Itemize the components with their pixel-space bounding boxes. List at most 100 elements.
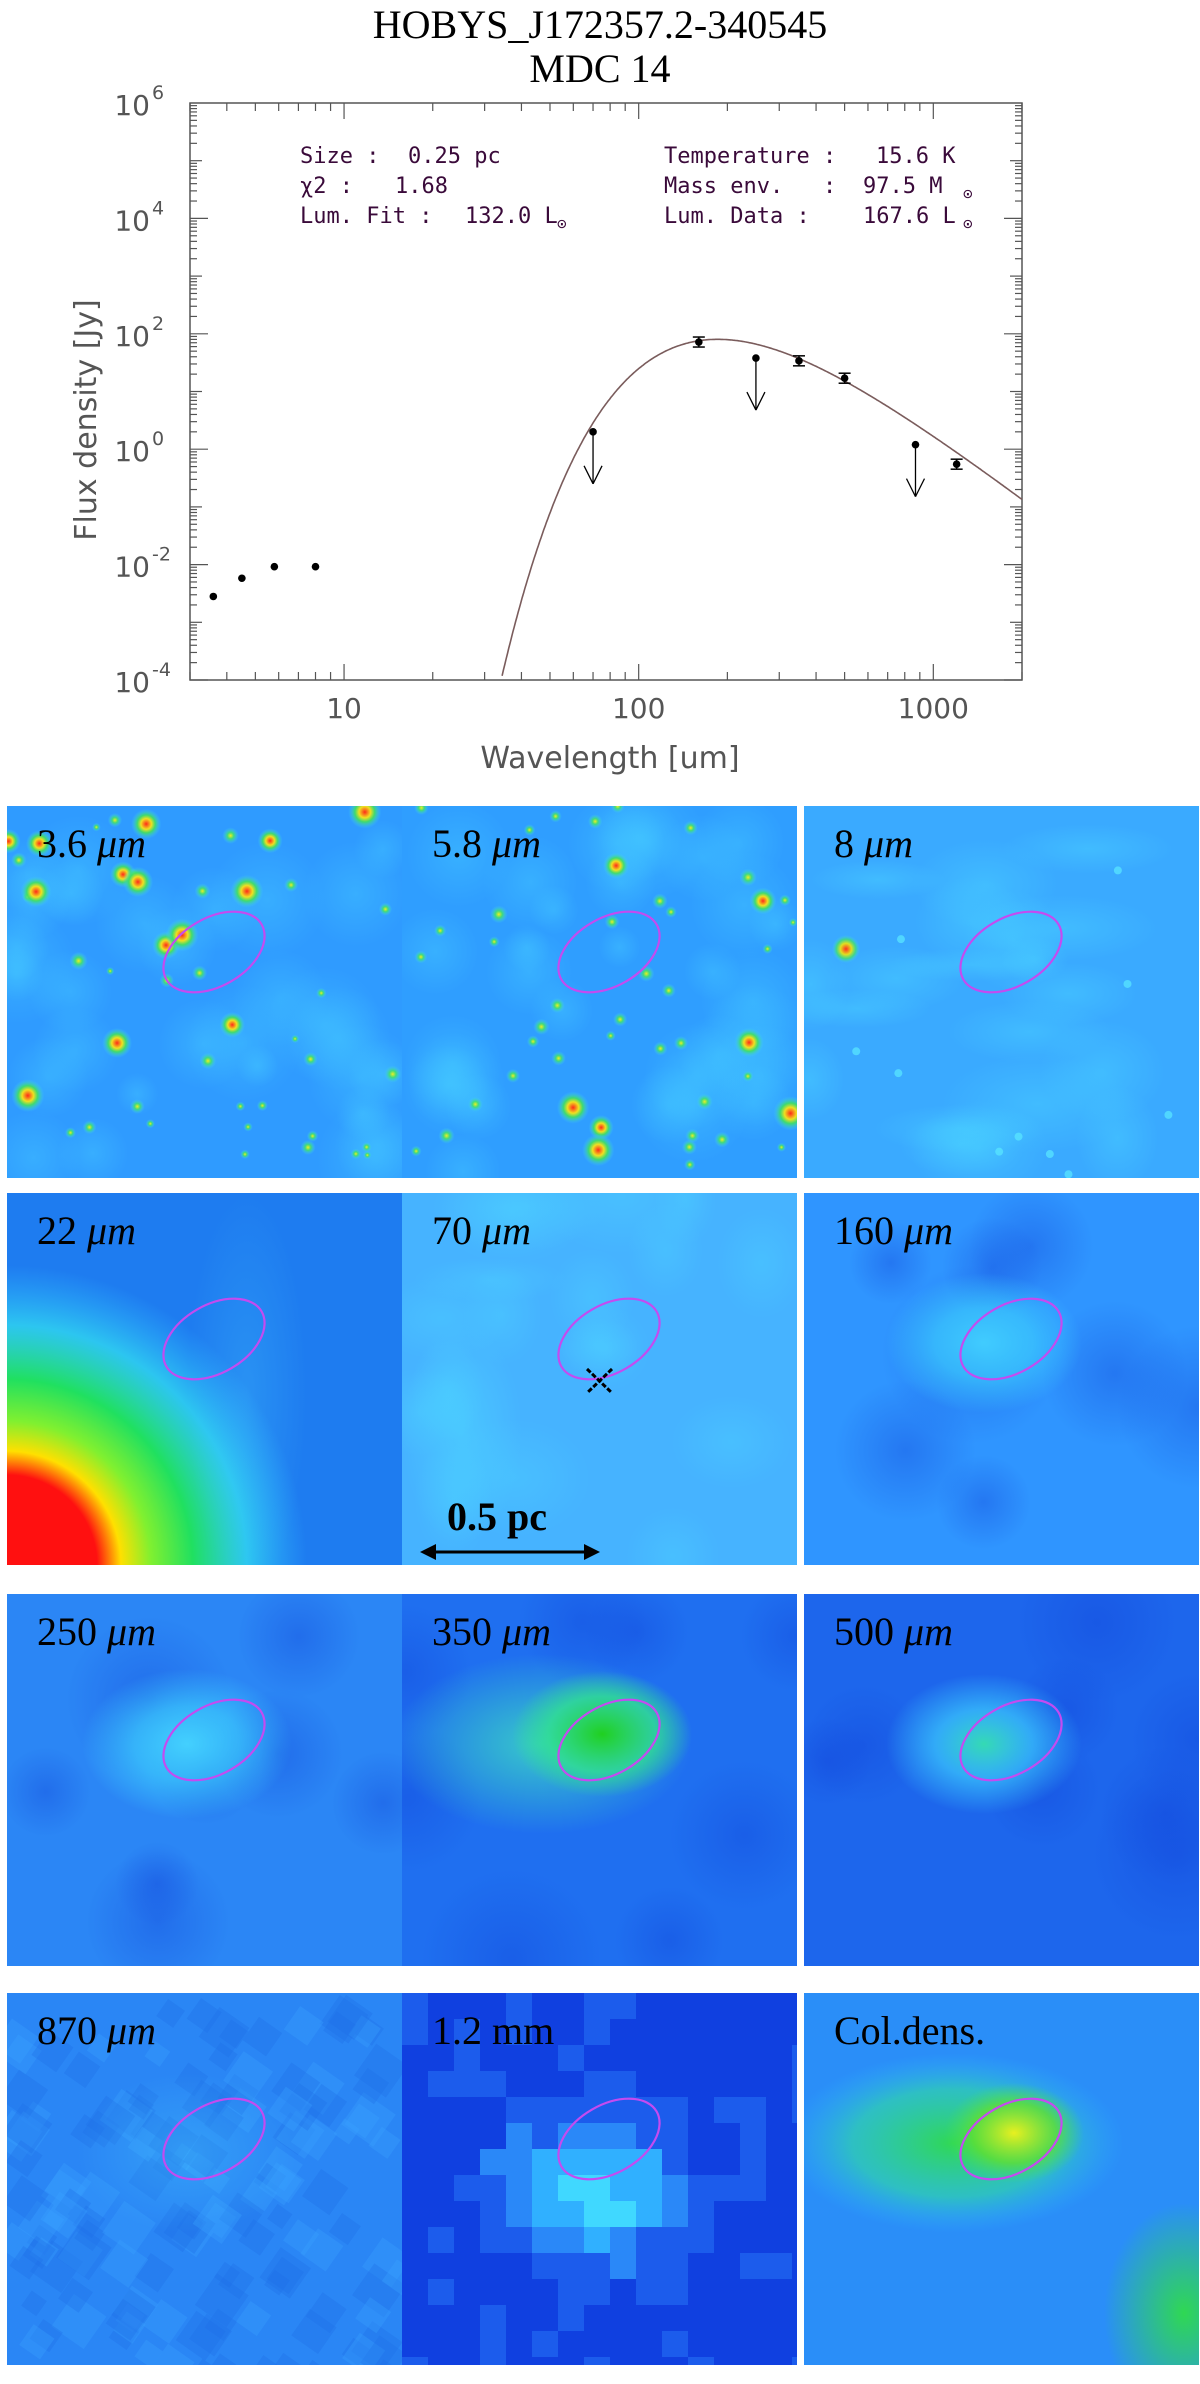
scalebar-label: 0.5 pc: [447, 1494, 547, 1539]
source-ellipse: [959, 910, 1063, 994]
sed-fit-curve: [501, 338, 1023, 676]
image-panel: 3.6 μm: [7, 806, 402, 1178]
panel-label-unit: μm: [904, 1609, 953, 1654]
x-tick-label: 1000: [898, 692, 969, 725]
panel-label-number: 8: [834, 821, 864, 866]
y-tick-label: 10 -4: [114, 659, 171, 699]
source-ellipse: [959, 1698, 1063, 1782]
panel-label: 160 μm: [834, 1207, 953, 1254]
source-ellipse: [162, 2097, 266, 2181]
panel-label-number: 870: [37, 2008, 107, 2053]
source-ellipse: [557, 1698, 661, 1782]
cross-marker-icon: [585, 1367, 614, 1395]
sed-fit-info: Size : 0.25 pc χ2 : 1.68 Lum. Fit : 132.…: [300, 144, 973, 233]
panel-image: [7, 1993, 402, 2365]
panel-label-number: 70: [432, 1208, 482, 1253]
panel-label-unit: μm: [492, 821, 541, 866]
panel-label-unit: μm: [864, 821, 913, 866]
source-ellipse: [959, 2097, 1063, 2181]
image-panel: 250 μm: [7, 1594, 402, 1966]
panel-image: [402, 806, 797, 1178]
sed-point-detection: [238, 574, 246, 583]
image-panel: 500 μm: [804, 1594, 1199, 1966]
y-tick-base: 10: [114, 204, 150, 237]
panel-label-number: 250: [37, 1609, 107, 1654]
mass-label: Mass env. :: [664, 174, 836, 199]
panel-label: Col.dens.: [834, 2007, 985, 2054]
panel-image: [402, 1193, 797, 1565]
panel-label-unit: μm: [904, 1208, 953, 1253]
sed-point-upper_limit: [746, 354, 766, 411]
sed-point-detection: [311, 562, 320, 571]
source-ellipse: [162, 1698, 266, 1782]
image-panel: 22 μm: [7, 1193, 402, 1565]
panel-image: [402, 1594, 797, 1966]
sed-point-detection_err: [692, 336, 705, 348]
sun-symbol-icon: ⊙: [557, 214, 567, 233]
panel-image: [7, 1594, 402, 1966]
image-panel: 870 μm: [7, 1993, 402, 2365]
panel-label-unit: μm: [107, 2008, 156, 2053]
image-panel: 5.8 μm: [402, 806, 797, 1178]
lumdata-label: Lum. Data :: [664, 204, 810, 229]
y-tick-exp: 2: [152, 313, 164, 335]
panel-label: 500 μm: [834, 1608, 953, 1655]
panel-label-number: 350: [432, 1609, 502, 1654]
source-ellipse: [557, 910, 661, 994]
panel-label-number: 22: [37, 1208, 87, 1253]
panel-label-number: 5.8: [432, 821, 492, 866]
source-ellipse: [162, 910, 266, 994]
panel-label: 5.8 μm: [432, 820, 541, 867]
y-tick-base: 10: [114, 435, 150, 468]
lumfit-label: Lum. Fit :: [300, 204, 432, 229]
panel-label-unit: μm: [87, 1208, 136, 1253]
y-tick-label: 10 2: [114, 313, 164, 353]
y-axis-label: Flux density [Jy]: [69, 299, 104, 540]
panel-label: 3.6 μm: [37, 820, 146, 867]
sed-point-upper_limit: [583, 428, 603, 485]
figure-title-line2: MDC 14: [529, 46, 671, 91]
panel-label: 22 μm: [37, 1207, 136, 1254]
y-tick-base: 10: [114, 666, 150, 699]
chi2-label: χ2 :: [300, 174, 353, 199]
y-tick-base: 10: [114, 320, 150, 353]
panel-label-unit: μm: [97, 821, 146, 866]
mass-value: 97.5 M: [863, 174, 942, 199]
sed-point-detection_err: [950, 458, 963, 470]
panel-label-unit: μm: [107, 1609, 156, 1654]
sed-point-detection: [270, 562, 279, 571]
panel-label: 8 μm: [834, 820, 913, 867]
y-tick-label: 10 6: [114, 82, 164, 122]
image-panel: 350 μm: [402, 1594, 797, 1966]
temperature-label: Temperature :: [664, 144, 836, 169]
panel-label-unit: Col.dens.: [834, 2008, 986, 2053]
x-tick-label: 10: [326, 692, 362, 725]
y-tick-label: 10 -2: [114, 544, 171, 584]
lumdata-value: 167.6 L: [863, 204, 956, 229]
panel-label: 350 μm: [432, 1608, 551, 1655]
sed-point-detection_err: [838, 372, 851, 384]
scalebar-arrow-icon: [420, 1544, 600, 1560]
y-tick-label: 10 0: [114, 428, 164, 468]
panel-label-number: 3.6: [37, 821, 97, 866]
source-ellipse: [959, 1297, 1063, 1381]
sun-symbol-icon: ⊙: [963, 214, 973, 233]
panel-image: [804, 1594, 1199, 1966]
y-tick-exp: -2: [152, 544, 171, 566]
panel-label-unit: mm: [492, 2008, 555, 2053]
x-axis-label: Wavelength [um]: [480, 741, 739, 776]
panel-image: [7, 1193, 402, 1565]
image-panel: 1.2 mm: [402, 1993, 797, 2365]
panel-label: 870 μm: [37, 2007, 156, 2054]
y-tick-exp: -4: [152, 659, 171, 681]
sun-symbol-icon: ⊙: [963, 184, 973, 203]
source-ellipse: [557, 1297, 661, 1381]
sed-point-upper_limit: [905, 440, 926, 497]
panel-label-number: 1.2: [432, 2008, 492, 2053]
sed-point-detection: [209, 592, 218, 601]
chi2-value: 1.68: [395, 174, 448, 199]
y-tick-exp: 6: [152, 82, 164, 104]
y-tick-base: 10: [114, 551, 150, 584]
